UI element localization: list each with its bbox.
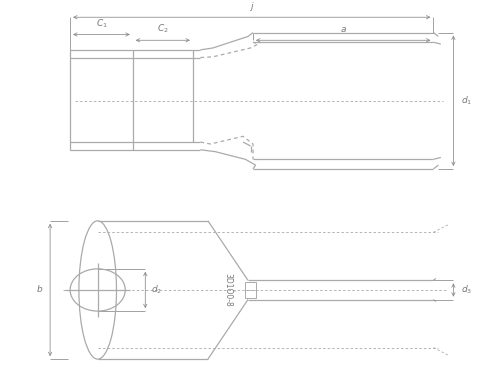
Text: $C_1$: $C_1$: [96, 17, 107, 29]
Text: $C_2$: $C_2$: [157, 23, 169, 35]
Text: $d_2$: $d_2$: [151, 284, 162, 296]
Text: a: a: [341, 25, 346, 34]
Text: $d_1$: $d_1$: [461, 95, 472, 107]
Bar: [245, 282, 256, 298]
Text: $d_3$: $d_3$: [461, 284, 472, 296]
Text: 3D1Ò0-8: 3D1Ò0-8: [223, 273, 232, 307]
Text: b: b: [37, 286, 43, 295]
Text: j: j: [250, 2, 253, 11]
